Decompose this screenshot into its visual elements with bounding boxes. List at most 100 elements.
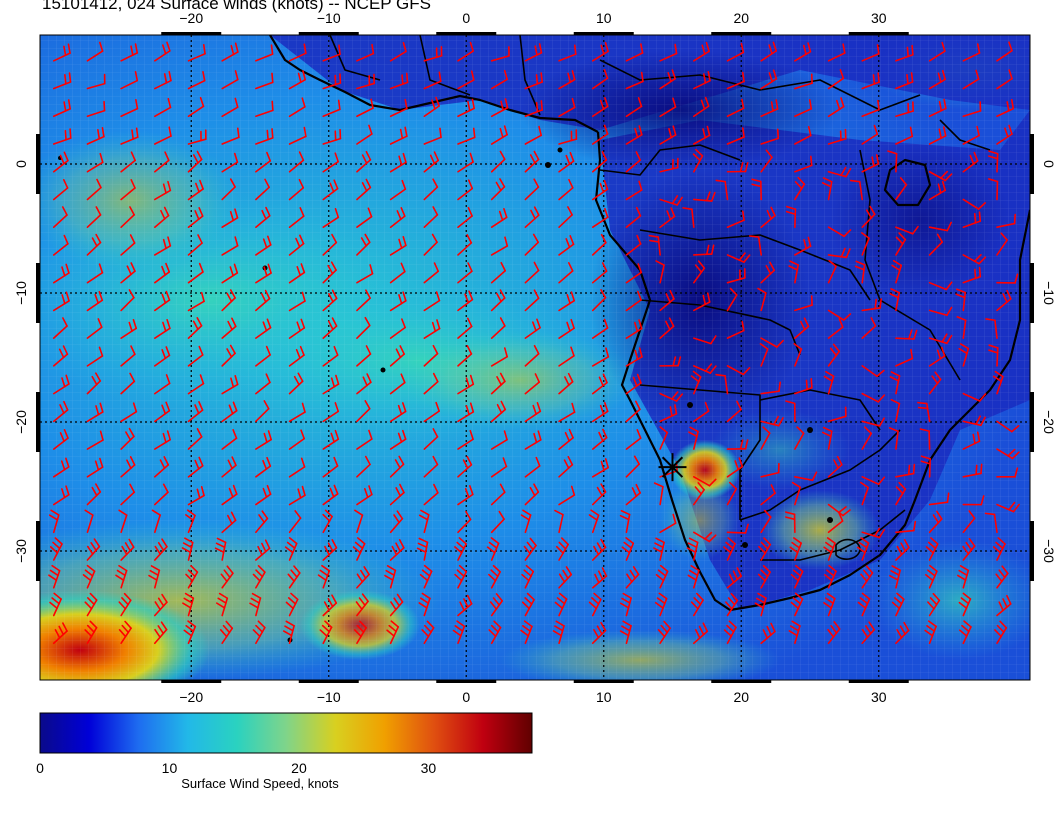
wind-barb	[187, 262, 204, 284]
colorbar-tick-label: 10	[162, 760, 178, 776]
wind-barb	[284, 537, 298, 561]
wind-barb	[917, 401, 931, 423]
wind-barb	[619, 509, 631, 534]
wind-barb	[861, 124, 879, 145]
wind-barb	[591, 373, 608, 395]
colorbar-label: Surface Wind Speed, knots	[181, 776, 339, 791]
wind-barb	[86, 263, 104, 284]
wind-barb	[524, 125, 542, 145]
wind-barb	[625, 373, 642, 395]
wind-barb	[86, 152, 104, 173]
wind-barb	[187, 401, 204, 423]
wind-barb	[187, 291, 205, 312]
wind-barb	[183, 620, 197, 645]
wind-barb	[591, 179, 609, 201]
wind-barb	[52, 291, 70, 312]
wind-barb	[120, 456, 136, 478]
frame-tick-bottom	[298, 680, 359, 683]
wind-barb	[490, 347, 508, 367]
wind-barb	[120, 372, 136, 395]
wind-barb	[824, 564, 837, 589]
wind-barb	[322, 429, 340, 450]
wind-barb	[389, 72, 409, 90]
wind-barb	[215, 592, 229, 617]
wind-barb	[255, 263, 272, 284]
wind-barb	[558, 402, 576, 423]
wind-barb	[996, 41, 1013, 62]
wind-barb	[52, 345, 69, 367]
wind-barb	[221, 456, 237, 478]
wind-barb	[857, 592, 871, 617]
wind-barb	[457, 317, 473, 339]
wind-barb	[591, 347, 610, 367]
wind-barb	[86, 457, 104, 478]
wind-barb	[659, 426, 669, 450]
wind-barb	[187, 456, 204, 478]
wind-barb	[423, 372, 439, 395]
wind-barb	[418, 592, 431, 617]
wind-barb	[725, 592, 739, 617]
wind-barb	[757, 564, 771, 589]
wind-barb	[48, 564, 61, 589]
wind-barb	[490, 207, 508, 229]
wind-barb	[319, 620, 333, 645]
wind-barb	[86, 430, 104, 450]
wind-barb	[187, 317, 203, 339]
wind-barb	[588, 592, 602, 617]
wind-barb	[726, 98, 745, 118]
wind-barb	[558, 129, 578, 145]
wind-barb	[322, 152, 339, 173]
wind-barb	[928, 510, 943, 534]
wind-barb	[457, 262, 473, 284]
wind-barb	[520, 509, 532, 534]
wind-barb	[994, 620, 1008, 645]
wind-barb	[288, 43, 307, 62]
wind-barb	[389, 318, 406, 339]
wind-barb	[760, 381, 781, 395]
wind-barb	[860, 565, 874, 589]
wind-barb	[423, 483, 439, 506]
colorbar-ticks: 0 10 20 30	[36, 760, 436, 776]
wind-barb	[794, 73, 813, 90]
wind-barb	[558, 455, 574, 478]
wind-barb	[861, 426, 873, 450]
wind-barb	[760, 462, 780, 478]
wind-barb	[288, 457, 306, 478]
wind-barb	[185, 509, 196, 534]
wind-barb	[457, 455, 473, 478]
wind-barb	[625, 206, 642, 229]
wind-barb	[490, 510, 505, 534]
wind-barb	[861, 99, 880, 118]
wind-barb	[856, 537, 870, 561]
wind-barb	[794, 317, 810, 339]
wind-barb	[490, 261, 506, 284]
wind-barb	[760, 69, 778, 90]
wind-barb	[86, 483, 102, 506]
wind-barb	[925, 564, 938, 589]
wind-barb	[52, 374, 70, 395]
wind-barb	[86, 41, 104, 62]
wind-barb	[154, 236, 172, 256]
wind-barb	[389, 291, 407, 312]
wind-barb	[760, 426, 771, 450]
wind-barb	[861, 298, 882, 312]
wind-barb	[322, 44, 341, 62]
wind-barb	[653, 482, 664, 506]
wind-barb	[255, 128, 274, 145]
wind-barb	[927, 592, 941, 617]
wind-barb	[354, 509, 364, 534]
frame-tick-bottom	[848, 680, 909, 683]
wind-barb	[794, 426, 805, 450]
frame-tick-right	[1030, 134, 1034, 194]
wind-barb	[389, 455, 405, 478]
wind-barb	[52, 485, 70, 506]
wind-barb	[693, 260, 706, 284]
wind-barb	[221, 374, 239, 395]
wind-barb	[693, 531, 717, 543]
wind-barb	[895, 44, 914, 62]
wind-barb	[120, 427, 135, 450]
wind-barb	[423, 319, 441, 339]
wind-barb	[524, 100, 544, 118]
wind-barb	[154, 180, 172, 201]
wind-barb	[524, 43, 543, 62]
